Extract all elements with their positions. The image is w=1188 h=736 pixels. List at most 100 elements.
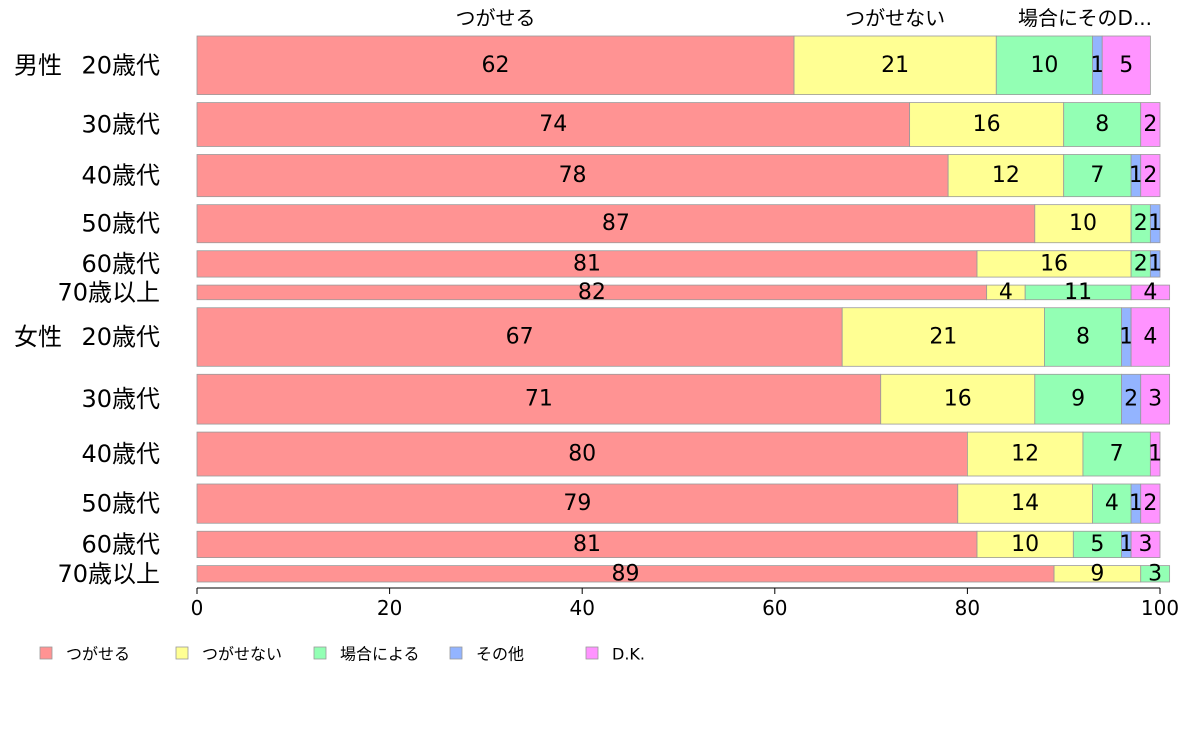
bar-segment: [1063, 102, 1142, 147]
data-label: 16: [973, 112, 1001, 137]
bar-segment: [196, 204, 1036, 244]
x-tick-label: 40: [569, 596, 594, 620]
bar-segment: [1140, 373, 1171, 425]
data-label: 11: [1064, 280, 1092, 305]
data-label: 71: [525, 387, 553, 412]
row-label: 40歳代: [81, 162, 160, 190]
data-label: 1: [1148, 211, 1162, 236]
legend-label: D.K.: [612, 645, 645, 664]
bar-segment: [1149, 431, 1161, 477]
x-tick-label: 100: [1141, 596, 1179, 620]
bar-segment: [1130, 307, 1171, 367]
data-label: 8: [1076, 325, 1090, 350]
row-label: 70歳以上: [57, 560, 160, 588]
bar-segment: [1140, 565, 1171, 583]
legend: つがせる つがせない 場合による その他 D.K.: [39, 645, 645, 664]
legend-label: 場合による: [340, 645, 420, 664]
data-label: 12: [1011, 442, 1039, 467]
bar-segment: [1140, 483, 1161, 524]
bar-segment: [1130, 530, 1161, 559]
data-label: 3: [1148, 561, 1162, 586]
bar-segment: [841, 307, 1045, 367]
data-label: 9: [1090, 561, 1104, 586]
data-label: 10: [1030, 53, 1058, 78]
bar-segment: [957, 483, 1093, 524]
data-label: 12: [992, 163, 1020, 188]
bar-segment: [196, 530, 978, 559]
data-label: 5: [1119, 53, 1133, 78]
data-label: 3: [1148, 387, 1162, 412]
data-label: 81: [573, 251, 601, 276]
row-label: 50歳代: [81, 210, 160, 238]
bar-segment: [1034, 373, 1122, 425]
bar-segment: [1149, 204, 1161, 244]
top-label: つがせる: [456, 6, 536, 30]
row-label: 60歳代: [81, 530, 160, 558]
legend-swatch: [313, 646, 327, 660]
data-label: 74: [539, 112, 567, 137]
data-label: 2: [1134, 211, 1148, 236]
data-label: 4: [999, 280, 1013, 305]
data-label: 3: [1139, 532, 1153, 557]
legend-label: つがせない: [202, 645, 282, 664]
group-label: 男性: [14, 51, 62, 79]
data-label: 2: [1143, 163, 1157, 188]
data-label: 10: [1011, 532, 1039, 557]
data-label: 14: [1011, 491, 1039, 516]
data-label: 1: [1129, 491, 1143, 516]
bars-layer: 62 21 10 1 574 16 8 278 12 7 1 287 10 2 181 16 2 182 4 11 46…: [196, 35, 1171, 586]
x-tick-label: 0: [191, 596, 204, 620]
data-label: 10: [1069, 211, 1097, 236]
legend-label: その他: [476, 645, 524, 664]
data-label: 1: [1148, 442, 1162, 467]
x-axis: 0 20 40 60 80 100: [191, 587, 1179, 620]
data-label: 1: [1148, 251, 1162, 276]
data-label: 82: [578, 280, 606, 305]
bar-segment: [976, 250, 1132, 278]
data-label: 1: [1119, 532, 1133, 557]
bar-segment: [1140, 102, 1161, 147]
data-label: 89: [612, 561, 640, 586]
legend-swatch: [175, 646, 189, 660]
bar-segment: [793, 35, 997, 95]
data-label: 78: [559, 163, 587, 188]
bar-segment: [196, 373, 882, 425]
row-label: 40歳代: [81, 440, 160, 468]
x-tick-label: 60: [762, 596, 787, 620]
data-label: 2: [1124, 387, 1138, 412]
bar-segment: [1092, 483, 1132, 524]
data-label: 80: [568, 442, 596, 467]
bar-segment: [1140, 154, 1161, 198]
bar-segment: [995, 35, 1093, 95]
data-label: 2: [1134, 251, 1148, 276]
data-label: 67: [506, 325, 534, 350]
data-label: 1: [1090, 53, 1104, 78]
bar-segment: [1072, 530, 1122, 559]
legend-swatch: [39, 646, 53, 660]
legend-swatch: [585, 646, 599, 660]
bar-segment: [196, 431, 968, 477]
row-label: 70歳以上: [57, 278, 160, 306]
bar-segment: [196, 35, 795, 95]
data-label: 1: [1119, 325, 1133, 350]
legend-label: つがせる: [66, 645, 130, 664]
bar-segment: [196, 102, 911, 147]
data-label: 21: [881, 53, 909, 78]
data-label: 4: [1143, 280, 1157, 305]
top-label: 場合にそのD...: [1018, 6, 1152, 30]
data-label: 16: [944, 387, 972, 412]
top-labels: つがせる つがせない 場合にそのD...: [456, 6, 1153, 30]
data-label: 2: [1143, 491, 1157, 516]
data-label: 81: [573, 532, 601, 557]
data-label: 79: [563, 491, 591, 516]
data-label: 21: [929, 325, 957, 350]
data-label: 2: [1143, 112, 1157, 137]
bar-segment: [1034, 204, 1132, 244]
row-label: 50歳代: [81, 490, 160, 518]
data-label: 4: [1143, 325, 1157, 350]
data-label: 5: [1090, 532, 1104, 557]
bar-segment: [196, 307, 843, 367]
row-label: 30歳代: [81, 111, 160, 139]
bar-segment: [1044, 307, 1122, 367]
